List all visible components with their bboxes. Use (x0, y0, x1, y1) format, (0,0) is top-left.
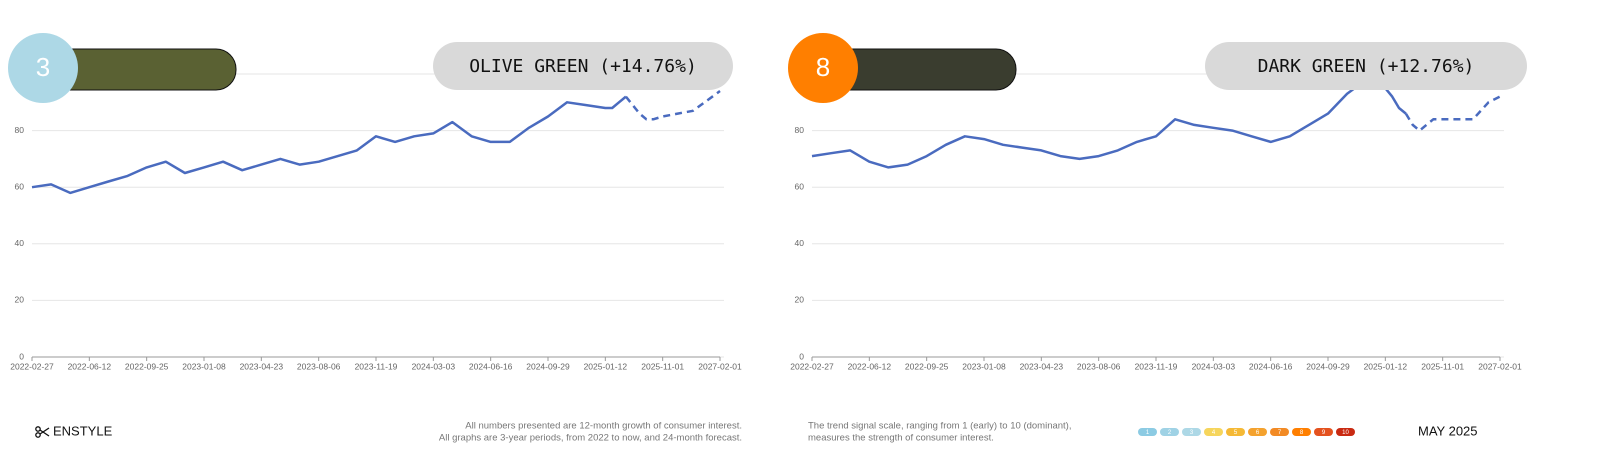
scissors-ring (35, 426, 41, 432)
x-tick-label: 2027-02-01 (1478, 361, 1522, 371)
note: All numbers presented are 12-month growt… (465, 421, 742, 432)
scale-label: 5 (1234, 430, 1238, 436)
report-date: MAY 2025 (1418, 423, 1478, 438)
title-pill (433, 42, 733, 90)
brand-logo (35, 426, 50, 438)
x-tick-label: 2025-01-12 (1364, 361, 1408, 371)
rank-badge (8, 33, 78, 103)
scale-chip (1336, 428, 1355, 436)
x-tick-label: 2022-09-25 (125, 361, 169, 371)
scissors-blade (39, 429, 50, 437)
chart-title: DARK GREEN (+12.76%) (1258, 56, 1475, 77)
x-tick-label: 2023-01-08 (182, 361, 226, 371)
trend-line (31, 95, 627, 195)
x-tick-label: 2024-06-16 (1249, 361, 1293, 371)
x-tick-label: 2025-01-12 (584, 361, 628, 371)
scale-label: 3 (1190, 430, 1194, 436)
scale-label: 10 (1342, 430, 1349, 436)
x-tick-label: 2024-09-29 (526, 361, 570, 371)
scale-chip (1226, 428, 1245, 436)
scale-chip (1314, 428, 1333, 436)
y-tick-label: 60 (795, 181, 805, 191)
y-tick-label: 40 (15, 238, 25, 248)
scale-chip (1270, 428, 1289, 436)
scale-chip (1292, 428, 1311, 436)
scissors-blade (39, 427, 50, 435)
x-tick-label: 2022-06-12 (68, 361, 112, 371)
x-tick-label: 2024-03-03 (1192, 361, 1236, 371)
x-tick-label: 2023-08-06 (1077, 361, 1121, 371)
x-tick-label: 2023-01-08 (962, 361, 1006, 371)
forecast-line (1404, 95, 1501, 132)
scale-label: 6 (1256, 430, 1260, 436)
chart-title: OLIVE GREEN (+14.76%) (469, 56, 697, 77)
x-tick-label: 2023-11-19 (1135, 361, 1178, 371)
x-tick-label: 2023-11-19 (355, 361, 398, 371)
y-tick-label: 20 (15, 295, 25, 305)
scale-chip (1248, 428, 1267, 436)
x-tick-label: 2025-11-01 (641, 361, 684, 371)
scale-label: 7 (1278, 430, 1282, 436)
y-tick-label: 40 (795, 238, 805, 248)
y-tick-label: 20 (795, 295, 805, 305)
scale-label: 2 (1168, 430, 1172, 436)
scale-label: 1 (1146, 430, 1150, 436)
scale-label: 9 (1322, 430, 1326, 436)
scissors-ring (35, 432, 41, 438)
x-tick-label: 2024-09-29 (1306, 361, 1350, 371)
note: All graphs are 3-year periods, from 2022… (439, 433, 742, 444)
brand: ENSTYLE (53, 423, 113, 438)
x-tick-label: 2022-09-25 (905, 361, 949, 371)
x-tick-label: 2023-08-06 (297, 361, 341, 371)
scale-chip (1160, 428, 1179, 436)
scale-chip (1138, 428, 1157, 436)
y-tick-label: 80 (15, 125, 25, 135)
scale-chip (1204, 428, 1223, 436)
x-tick-label: 2022-06-12 (848, 361, 892, 371)
y-tick-label: 80 (795, 125, 805, 135)
scale-label: 8 (1300, 430, 1304, 436)
y-tick-label: 0 (799, 351, 804, 361)
scale-chip (1182, 428, 1201, 436)
x-tick-label: 2022-02-27 (790, 361, 834, 371)
scale-note: measures the strength of consumer intere… (808, 433, 994, 444)
y-tick-label: 0 (19, 351, 24, 361)
scale-label: 4 (1212, 430, 1216, 436)
x-tick-label: 2024-06-16 (469, 361, 513, 371)
title-pill (1205, 42, 1527, 90)
x-tick-label: 2023-04-23 (240, 361, 284, 371)
x-tick-label: 2024-03-03 (412, 361, 456, 371)
trend-line (811, 78, 1407, 169)
scale-note: The trend signal scale, ranging from 1 (… (808, 421, 1072, 432)
forecast-line (624, 89, 721, 121)
rank-badge (788, 33, 858, 103)
x-tick-label: 2025-11-01 (1421, 361, 1464, 371)
x-tick-label: 2023-04-23 (1020, 361, 1064, 371)
rank-label: 3 (36, 52, 50, 82)
rank-label: 8 (816, 52, 830, 82)
x-tick-label: 2027-02-01 (698, 361, 742, 371)
y-tick-label: 60 (15, 181, 25, 191)
x-tick-label: 2022-02-27 (10, 361, 54, 371)
